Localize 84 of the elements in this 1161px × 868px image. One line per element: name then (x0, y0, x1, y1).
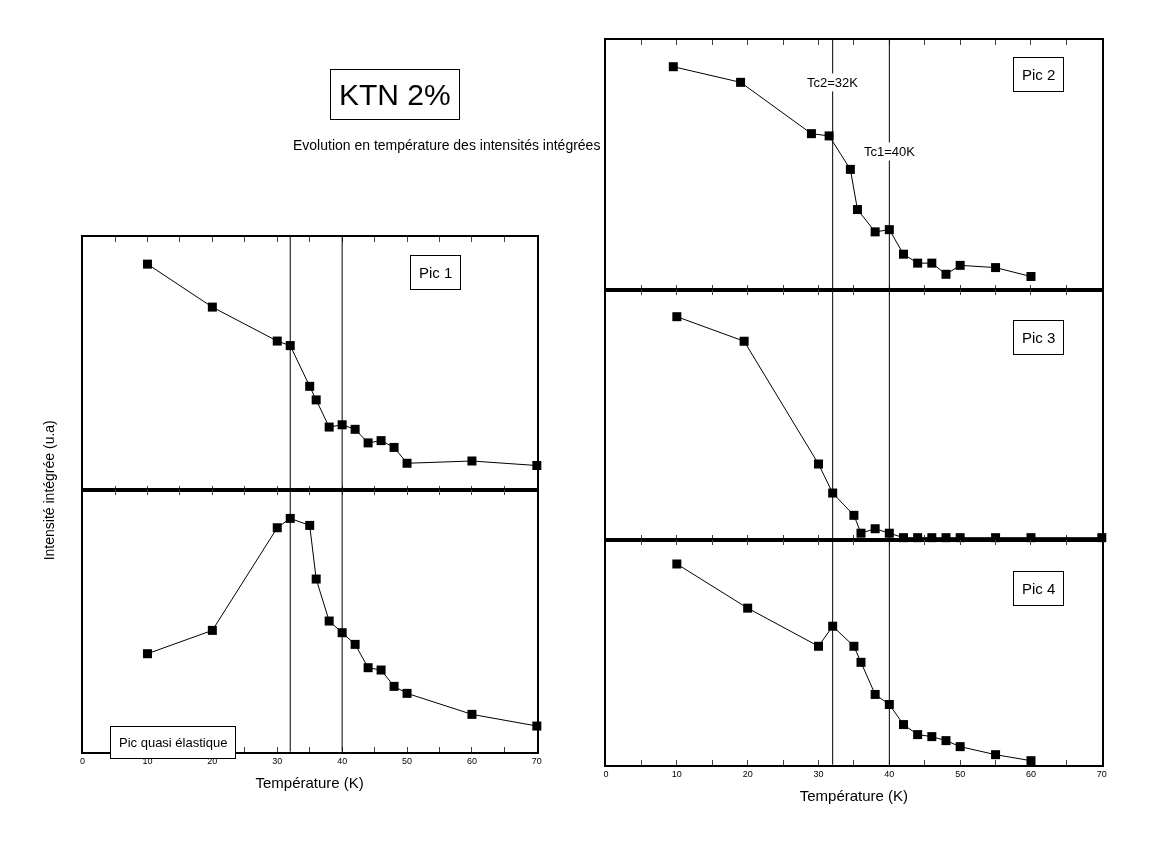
point (272, 336, 282, 346)
point (743, 603, 753, 613)
annotation: Pic 2 (1022, 66, 1056, 83)
point (927, 732, 937, 742)
point (814, 641, 823, 651)
point (363, 438, 373, 448)
point (376, 436, 386, 446)
point (207, 302, 217, 312)
point (955, 742, 965, 752)
point (305, 520, 315, 530)
point (898, 249, 908, 259)
point (870, 524, 880, 534)
x-tick-label: 70 (531, 756, 542, 767)
point (913, 258, 923, 268)
point (532, 721, 542, 731)
x-tick-label: 0 (80, 756, 86, 767)
point (856, 657, 866, 667)
annotation: Tc2=32K (807, 75, 859, 90)
point (870, 227, 880, 237)
point (814, 459, 823, 469)
x-tick-label: 20 (742, 769, 753, 780)
point (350, 424, 360, 434)
point (324, 422, 334, 432)
y-axis-title: Intensité intégrée (u.a) (41, 420, 58, 561)
x-tick-label: 60 (466, 756, 477, 767)
x-tick-label: 0 (603, 769, 609, 780)
point (898, 720, 908, 730)
x-tick-label: 10 (671, 769, 682, 780)
point (305, 381, 315, 391)
point (870, 689, 880, 699)
point (991, 263, 1001, 273)
point (467, 456, 477, 466)
point (668, 62, 678, 72)
point (852, 205, 862, 215)
point (402, 458, 412, 468)
point (324, 616, 334, 626)
point (142, 649, 152, 659)
point (941, 269, 951, 279)
annotation: Pic 1 (419, 264, 453, 281)
chart-subtitle: Evolution en température des intensités intégrées (293, 137, 601, 153)
point (672, 559, 682, 569)
x-tick-label: 40 (884, 769, 895, 780)
point (532, 461, 542, 471)
point (845, 164, 855, 174)
point (311, 395, 321, 405)
point (941, 736, 951, 746)
point (389, 681, 399, 691)
x-tick-label: 50 (955, 769, 966, 780)
point (376, 665, 386, 675)
point (927, 258, 937, 268)
point (142, 259, 152, 269)
point (739, 336, 749, 346)
x-tick-label: 70 (1096, 769, 1107, 780)
point (913, 730, 923, 740)
point (736, 77, 746, 87)
point (272, 523, 282, 533)
annotation: Pic 4 (1022, 580, 1056, 597)
point (1026, 756, 1036, 766)
point (672, 312, 682, 322)
point (311, 574, 321, 584)
annotation: Pic quasi élastique (119, 735, 228, 750)
x-axis-title: Température (K) (255, 773, 364, 791)
annotation: Pic 3 (1022, 329, 1056, 346)
point (806, 129, 816, 139)
x-tick-label: 50 (402, 756, 413, 767)
x-tick-label: 40 (337, 756, 348, 767)
point (1026, 272, 1036, 282)
point (991, 750, 1001, 760)
point (849, 510, 859, 520)
x-axis-title: Température (K) (799, 786, 909, 804)
point (849, 641, 859, 651)
point (955, 260, 965, 270)
annotation: Tc1=40K (864, 144, 916, 159)
point (350, 639, 360, 649)
x-tick-label: 30 (813, 769, 824, 780)
x-tick-label: 60 (1025, 769, 1036, 780)
point (856, 528, 866, 538)
point (402, 688, 412, 698)
chart-title: KTN 2% (339, 78, 451, 111)
x-tick-label: 30 (272, 756, 283, 767)
point (467, 709, 477, 719)
point (363, 663, 373, 673)
point (207, 625, 217, 635)
point (389, 442, 399, 452)
